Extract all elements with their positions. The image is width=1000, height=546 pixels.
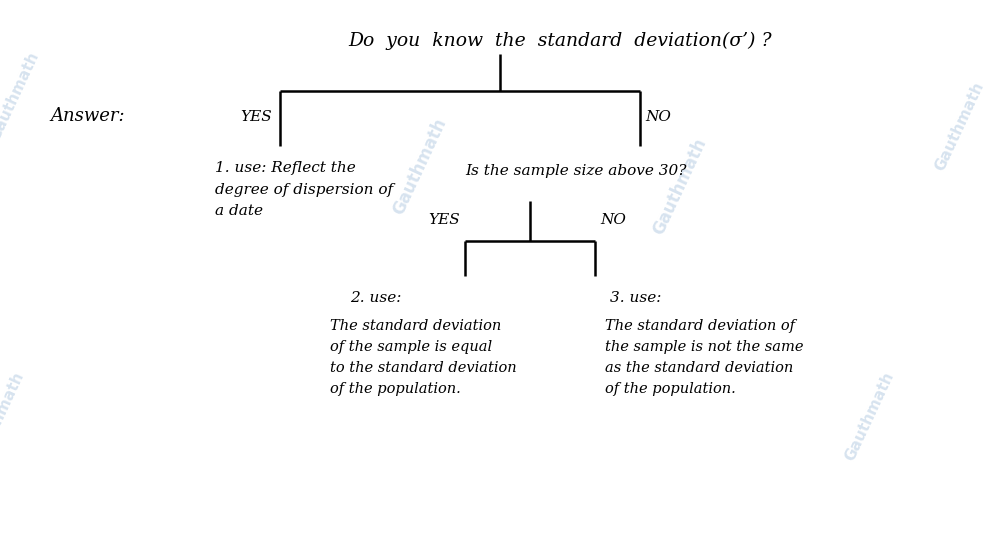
Text: 1. use: Reflect the
degree of dispersion of
a date: 1. use: Reflect the degree of dispersion…: [215, 161, 393, 218]
Text: Gauthmath: Gauthmath: [650, 135, 710, 237]
Text: Gauthmath: Gauthmath: [843, 369, 897, 463]
Text: Gauthmath: Gauthmath: [390, 115, 450, 217]
Text: Gauthmath: Gauthmath: [0, 49, 42, 143]
Text: NO: NO: [600, 213, 626, 227]
Text: NO: NO: [645, 110, 671, 124]
Text: Do  you  know  the  standard  deviation(σ’) ?: Do you know the standard deviation(σ’) ?: [348, 32, 772, 50]
Text: 3. use:: 3. use:: [610, 291, 661, 305]
Text: YES: YES: [428, 213, 460, 227]
Text: YES: YES: [240, 110, 272, 124]
Text: The standard deviation
of the sample is equal
to the standard deviation
of the p: The standard deviation of the sample is …: [330, 319, 517, 396]
Text: Is the sample size above 30?: Is the sample size above 30?: [465, 164, 686, 178]
Text: Answer:: Answer:: [50, 107, 125, 125]
Text: 2. use:: 2. use:: [350, 291, 401, 305]
Text: The standard deviation of
the sample is not the same
as the standard deviation
o: The standard deviation of the sample is …: [605, 319, 804, 396]
Text: Gauthmath: Gauthmath: [0, 369, 27, 463]
Text: Gauthmath: Gauthmath: [933, 79, 987, 173]
